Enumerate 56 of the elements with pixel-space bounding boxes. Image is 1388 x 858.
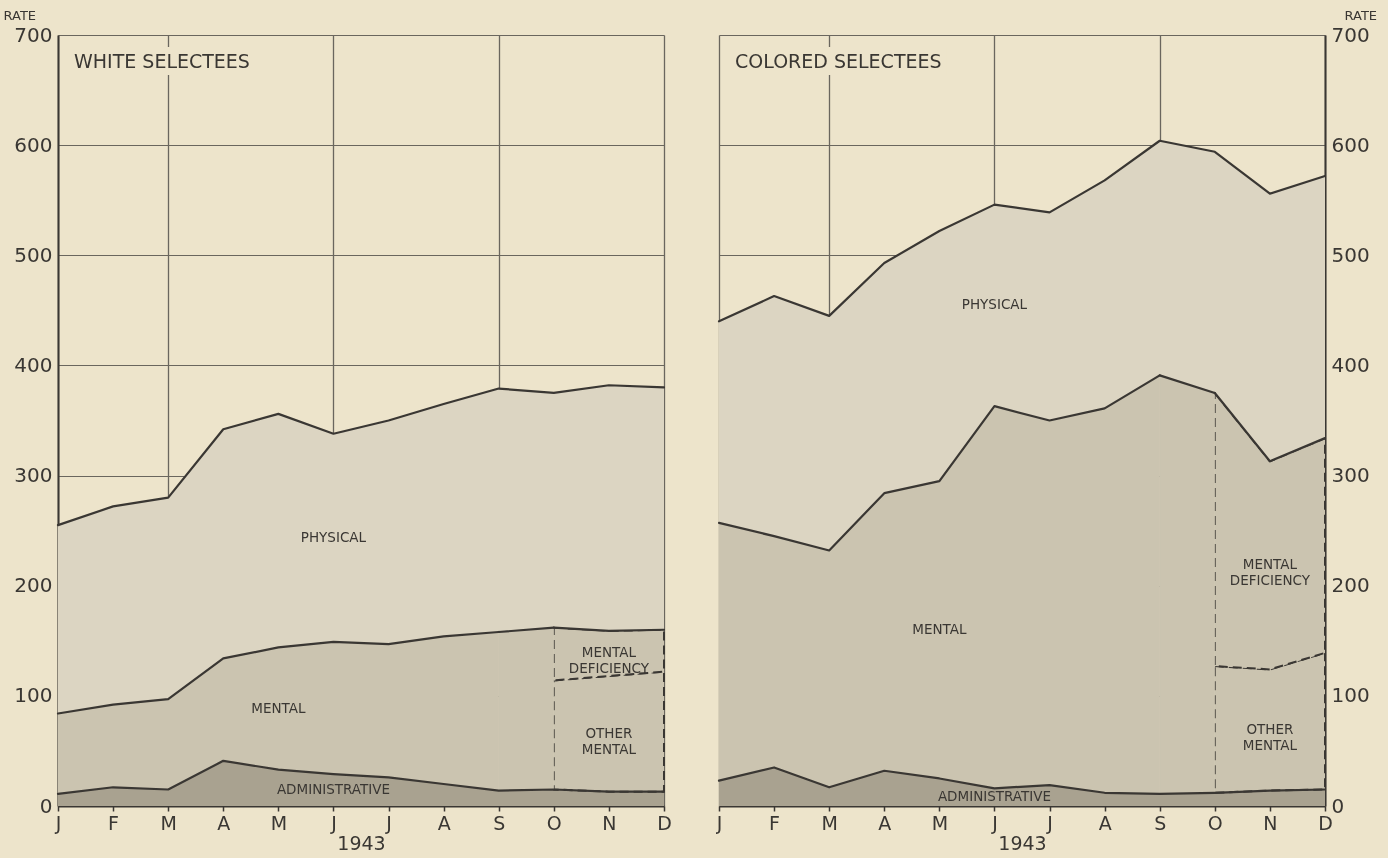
x-tick-label: A <box>437 811 451 834</box>
x-tick-label: M <box>160 811 177 834</box>
x-tick-label: J <box>1046 811 1053 834</box>
y-tick-label: 700 <box>14 22 53 47</box>
y-tick-label: 600 <box>14 132 53 157</box>
y-tick-label: 500 <box>14 242 53 267</box>
y2-tick-label: 600 <box>1331 132 1370 157</box>
y2-tick-label: 0 <box>1331 793 1345 818</box>
series-label: MENTAL DEFICIENCY <box>568 644 650 677</box>
series-label: PHYSICAL <box>300 528 367 545</box>
x-tick-label: A <box>1098 811 1112 834</box>
series-label: ADMINISTRATIVE <box>937 788 1052 805</box>
x-tick-label: A <box>217 811 231 834</box>
series-label: MENTAL DEFICIENCY <box>1229 556 1311 589</box>
series-label: OTHER MENTAL <box>581 724 637 757</box>
text: COLORED SELECTEES <box>735 50 942 72</box>
y2-tick-label: 300 <box>1331 463 1370 488</box>
x-tick-label: S <box>493 811 506 834</box>
x-tick-label: D <box>1318 811 1333 834</box>
y-axis-title: RATE <box>3 7 37 23</box>
y2-tick-label: 700 <box>1331 22 1370 47</box>
x-tick-label: M <box>270 811 288 834</box>
x-tick-label: N <box>1263 811 1278 834</box>
y2-tick-label: 500 <box>1331 242 1370 267</box>
y2-axis-title: RATE <box>1344 7 1378 23</box>
x-tick-label: J <box>715 811 723 834</box>
x-axis-title: 1943 <box>337 831 386 854</box>
y2-tick-label: 100 <box>1331 683 1370 708</box>
series-label: ADMINISTRATIVE <box>276 781 391 798</box>
x-tick-label: F <box>108 811 120 834</box>
series-label: MENTAL <box>251 699 306 716</box>
y-tick-label: 0 <box>39 793 53 818</box>
x-tick-label: J <box>330 811 337 834</box>
x-tick-label: A <box>878 811 892 834</box>
x-tick-label: M <box>821 811 838 834</box>
y2-tick-label: 400 <box>1331 352 1370 377</box>
y-tick-label: 200 <box>14 573 53 598</box>
x-axis-title: 1943 <box>998 831 1047 854</box>
y-tick-label: 400 <box>14 352 53 377</box>
y-tick-label: 100 <box>14 683 53 708</box>
text: WHITE SELECTEES <box>74 50 250 72</box>
y-tick-label: 300 <box>14 463 53 488</box>
series-label: PHYSICAL <box>961 296 1028 313</box>
x-tick-label: N <box>602 811 617 834</box>
x-tick-label: D <box>657 811 672 834</box>
x-tick-label: S <box>1154 811 1167 834</box>
x-tick-label: J <box>54 811 62 834</box>
x-tick-label: M <box>931 811 949 834</box>
series-label: OTHER MENTAL <box>1242 721 1298 753</box>
x-tick-label: J <box>385 811 392 834</box>
x-tick-label: J <box>991 811 998 834</box>
series-label: MENTAL <box>912 620 967 637</box>
x-tick-label: O <box>1207 811 1223 834</box>
y2-tick-label: 200 <box>1331 573 1370 598</box>
x-tick-label: F <box>769 811 781 834</box>
x-tick-label: O <box>546 811 562 834</box>
